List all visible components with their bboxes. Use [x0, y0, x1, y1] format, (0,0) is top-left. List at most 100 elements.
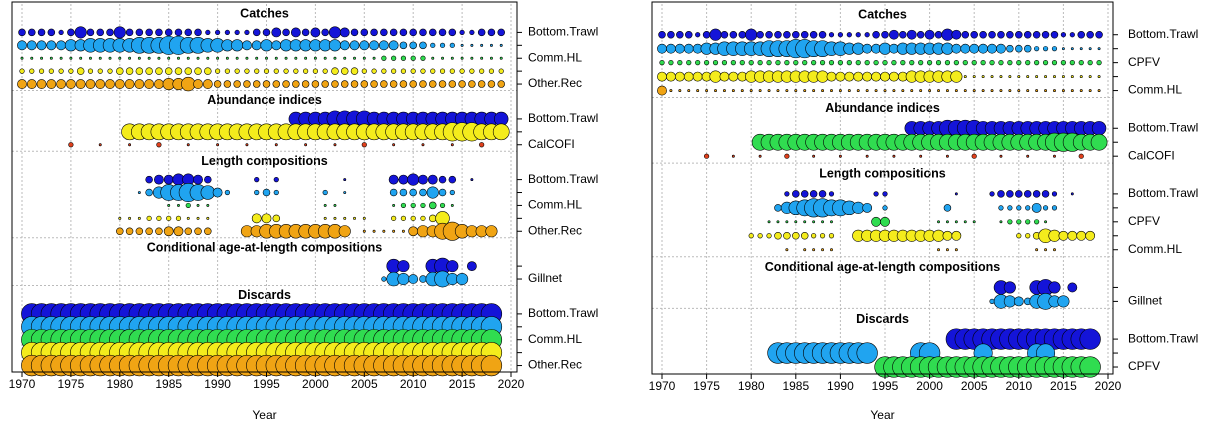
bubble: [835, 71, 846, 82]
bubble: [899, 30, 907, 39]
bubble: [1079, 328, 1101, 350]
bubble: [872, 30, 880, 39]
section-title: Conditional age-at-length compositions: [147, 240, 382, 254]
bubble: [185, 202, 191, 209]
bubble: [844, 71, 855, 82]
section-title: Abundance indices: [825, 101, 940, 115]
bubble: [369, 40, 379, 51]
row-label: Bottom.Trawl: [528, 172, 598, 186]
bubble: [113, 26, 126, 39]
bubble: [234, 29, 240, 36]
bubble: [107, 68, 113, 74]
bubble: [489, 43, 493, 47]
row-label: CalCOFI: [1128, 148, 1175, 162]
bubble: [678, 89, 682, 93]
bubble: [304, 143, 308, 147]
bubble: [407, 173, 420, 186]
bubble: [683, 71, 694, 82]
bubble: [164, 28, 173, 37]
bubble: [783, 30, 791, 39]
bubble: [695, 32, 701, 38]
bubble: [145, 227, 153, 236]
section-title: Catches: [858, 7, 907, 21]
bubble: [720, 30, 729, 39]
bubble: [381, 68, 387, 74]
bubble: [892, 89, 896, 93]
bubble: [980, 60, 986, 66]
bubble: [194, 227, 202, 236]
bubble: [945, 89, 949, 93]
bubble: [391, 55, 397, 61]
section-title: Abundance indices: [207, 93, 322, 107]
bubble: [818, 190, 827, 198]
bubble: [194, 67, 202, 75]
bubble: [800, 232, 809, 240]
bubble: [360, 28, 369, 37]
bubble: [919, 154, 923, 158]
bubble: [945, 220, 949, 224]
bubble: [792, 30, 800, 39]
bubble: [1077, 30, 1085, 39]
bubble: [410, 202, 416, 209]
bubble: [942, 230, 953, 241]
bubble: [449, 68, 455, 74]
bubble: [1007, 219, 1013, 225]
bubble: [26, 40, 37, 51]
bubble: [204, 175, 212, 184]
bubble: [855, 32, 861, 38]
bubble: [480, 56, 484, 60]
bubble: [26, 79, 37, 89]
bubble: [338, 225, 351, 238]
bubble: [155, 227, 163, 236]
bubble: [881, 30, 889, 39]
bubble: [728, 71, 739, 82]
bubble: [712, 60, 719, 66]
bubble: [243, 80, 251, 88]
bubble: [971, 60, 977, 66]
bubble: [301, 28, 310, 37]
bubble: [1053, 154, 1056, 158]
bubble: [389, 80, 398, 88]
bubble: [812, 248, 816, 252]
bubble: [114, 79, 125, 89]
x-tick-label: 1980: [738, 379, 765, 393]
x-tick-label: 1995: [253, 377, 280, 391]
bubble: [262, 188, 271, 197]
x-tick-label: 1975: [693, 379, 720, 393]
bubble: [400, 202, 407, 209]
bubble: [954, 248, 958, 252]
plot-frame: [11, 1, 518, 373]
bubble: [418, 174, 428, 185]
bubble: [343, 56, 347, 60]
bubble: [106, 28, 114, 37]
bubble: [906, 29, 917, 40]
bubble: [999, 75, 1003, 79]
bubble: [480, 354, 503, 377]
bubble: [157, 56, 161, 60]
bubble: [322, 189, 328, 196]
bubble: [900, 60, 906, 66]
bubble: [766, 60, 772, 66]
bubble: [419, 28, 427, 37]
bubble: [137, 191, 141, 194]
bubble: [164, 67, 173, 75]
bubble: [156, 215, 162, 221]
bubble: [1035, 248, 1039, 252]
bubble: [1091, 121, 1107, 136]
bubble: [953, 60, 959, 66]
bubble: [234, 68, 240, 74]
bubble: [19, 68, 25, 74]
bubble: [477, 28, 486, 37]
bubble: [251, 40, 262, 51]
bubble: [669, 89, 673, 93]
bubble: [145, 175, 153, 184]
bubble: [996, 43, 1006, 54]
bubble: [271, 27, 282, 38]
bubble: [470, 178, 474, 182]
bubble: [1070, 47, 1074, 51]
row-label: CalCOFI: [528, 137, 575, 151]
bubble: [282, 28, 290, 37]
bubble: [837, 60, 844, 66]
bubble: [263, 68, 270, 74]
bubble: [1095, 30, 1103, 39]
